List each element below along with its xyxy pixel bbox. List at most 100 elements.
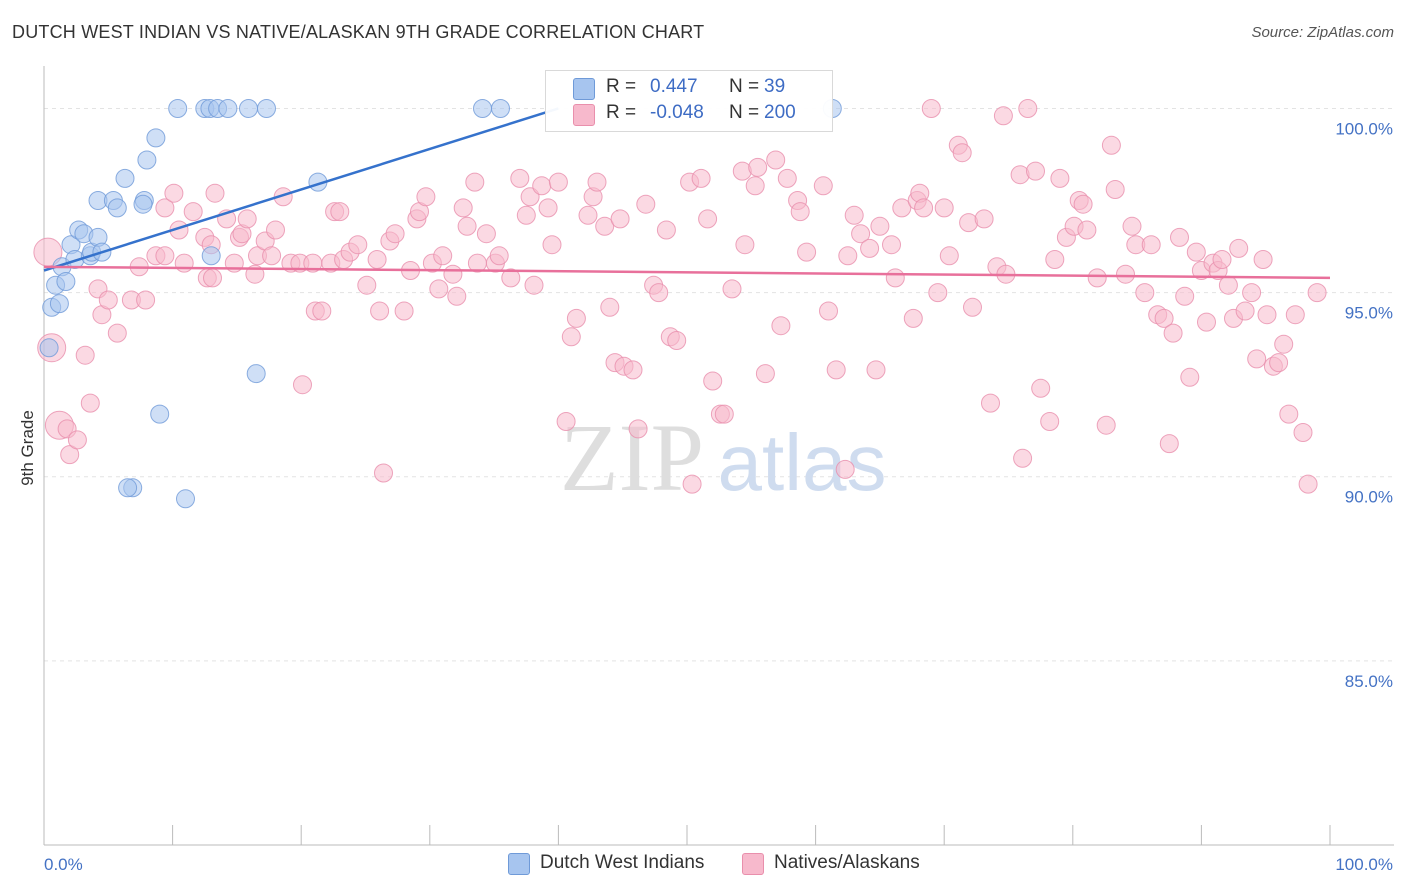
chart-source: Source: ZipAtlas.com — [1251, 24, 1394, 41]
legend-row-dutch-west-indians: R = 0.447 N = 39 — [546, 75, 832, 101]
y-tick-label: 85.0% — [1345, 672, 1393, 691]
point-natives-alaskans — [1307, 283, 1327, 303]
chart-title: DUTCH WEST INDIAN VS NATIVE/ALASKAN 9TH … — [12, 22, 705, 42]
point-natives-alaskans — [516, 205, 536, 225]
point-dutch-west-indians — [137, 150, 157, 170]
point-natives-alaskans — [771, 316, 791, 336]
point-natives-alaskans — [826, 360, 846, 380]
point-natives-alaskans — [155, 246, 175, 266]
trend-lines — [43, 107, 1331, 280]
point-natives-alaskans — [1293, 423, 1313, 442]
point-natives-alaskans — [556, 412, 576, 431]
point-natives-alaskans — [952, 143, 972, 163]
point-natives-alaskans — [885, 268, 905, 288]
point-natives-alaskans — [838, 246, 858, 266]
point-dutch-west-indians — [491, 99, 510, 118]
legend-n-label: N = — [729, 102, 760, 123]
legend-label-dutch-west-indians: Dutch West Indians — [540, 852, 705, 873]
point-natives-alaskans — [649, 283, 669, 303]
point-natives-alaskans — [203, 268, 222, 288]
point-natives-alaskans — [429, 279, 449, 299]
point-dutch-west-indians — [115, 168, 135, 188]
legend-swatch-pink — [573, 104, 595, 126]
point-natives-alaskans — [542, 235, 562, 255]
point-natives-alaskans — [1077, 220, 1097, 240]
point-natives-alaskans — [735, 235, 755, 255]
point-natives-alaskans — [939, 246, 959, 266]
point-natives-alaskans — [1269, 353, 1289, 373]
point-natives-alaskans — [993, 106, 1013, 126]
point-natives-alaskans — [595, 216, 615, 236]
legend-label-natives-alaskans: Natives/Alaskans — [774, 852, 920, 873]
point-dutch-west-indians — [218, 99, 238, 118]
point-natives-alaskans — [748, 157, 768, 177]
point-natives-alaskans — [1186, 242, 1206, 262]
watermark: ZIP atlas — [560, 404, 886, 511]
point-natives-alaskans — [1253, 250, 1273, 269]
point-natives-alaskans — [293, 375, 312, 395]
x-tick-label: 0.0% — [44, 855, 83, 874]
point-natives-alaskans — [330, 202, 350, 222]
y-tick-label: 90.0% — [1345, 488, 1393, 507]
point-natives-alaskans — [1018, 99, 1038, 118]
point-natives-alaskans — [981, 393, 1000, 413]
point-natives-alaskans — [691, 168, 711, 188]
trend-line-natives-alaskans — [43, 265, 1331, 280]
point-natives-alaskans — [587, 172, 607, 192]
point-natives-alaskans — [882, 235, 901, 255]
point-natives-alaskans — [465, 172, 485, 192]
point-natives-alaskans — [870, 216, 890, 236]
point-natives-alaskans — [703, 371, 723, 391]
point-natives-alaskans — [1242, 283, 1262, 303]
y-tick-label: 100.0% — [1335, 119, 1393, 138]
watermark-atlas: atlas — [718, 418, 887, 507]
point-natives-alaskans — [892, 198, 912, 218]
point-natives-alaskans — [777, 168, 797, 188]
point-natives-alaskans — [520, 187, 540, 207]
point-natives-alaskans — [1180, 367, 1200, 387]
point-natives-alaskans — [628, 419, 648, 439]
point-natives-alaskans — [963, 297, 982, 317]
point-natives-alaskans — [1026, 161, 1045, 181]
legend-swatch-natives-alaskans — [742, 853, 764, 875]
point-natives-alaskans — [1212, 250, 1232, 269]
point-natives-alaskans — [524, 275, 544, 295]
legend-row-natives-alaskans: R = -0.048 N = 200 — [546, 101, 832, 127]
point-natives-alaskans — [262, 246, 282, 266]
point-natives-alaskans — [610, 209, 630, 229]
point-dutch-west-indians — [168, 99, 188, 118]
point-natives-alaskans — [348, 235, 368, 255]
point-natives-alaskans — [974, 209, 994, 229]
point-natives-alaskans — [416, 187, 436, 207]
axes — [43, 66, 1394, 846]
point-natives-alaskans — [698, 209, 718, 229]
point-natives-alaskans — [561, 327, 581, 347]
point-natives-alaskans — [1298, 474, 1318, 494]
series-legend: Dutch West Indians Natives/Alaskans — [0, 850, 1406, 880]
point-natives-alaskans — [1285, 305, 1305, 325]
point-natives-alaskans — [155, 198, 175, 218]
point-natives-alaskans — [903, 308, 923, 328]
point-natives-alaskans — [510, 168, 530, 188]
point-natives-alaskans — [98, 290, 118, 310]
point-dutch-west-indians — [146, 128, 166, 148]
legend-n-value: 200 — [764, 102, 796, 123]
point-natives-alaskans — [1116, 264, 1135, 284]
point-natives-alaskans — [860, 238, 880, 258]
point-dutch-west-indians — [107, 198, 127, 218]
point-natives-alaskans — [745, 176, 765, 196]
point-natives-alaskans — [1218, 275, 1238, 295]
point-natives-alaskans — [312, 301, 332, 321]
legend-n-label: N = — [729, 76, 760, 97]
point-natives-alaskans — [357, 275, 377, 295]
point-dutch-west-indians — [201, 246, 221, 266]
point-natives-alaskans — [1163, 323, 1183, 343]
point-natives-alaskans — [656, 220, 676, 240]
point-natives-alaskans — [164, 183, 184, 203]
legend-swatch-blue — [573, 78, 595, 100]
point-natives-alaskans — [578, 205, 598, 225]
point-natives-alaskans — [501, 268, 521, 288]
point-natives-alaskans — [205, 183, 225, 203]
watermark-zip: ZIP — [560, 404, 704, 511]
point-natives-alaskans — [476, 224, 496, 244]
